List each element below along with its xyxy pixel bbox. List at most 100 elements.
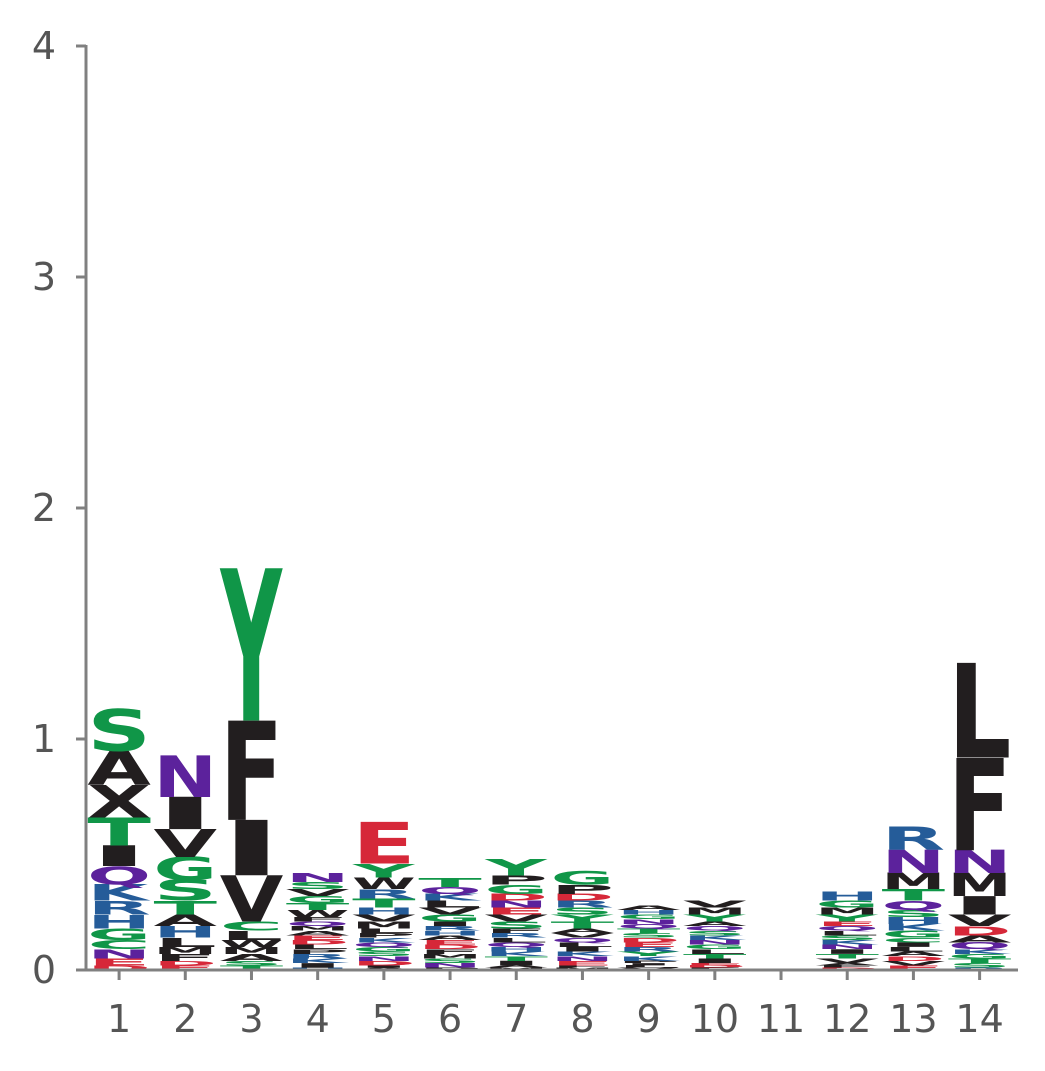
logo-letter-I: I (882, 941, 946, 948)
logo-letter-T: T (617, 927, 681, 934)
logo-letter-L: L (617, 965, 681, 969)
logo-letter-E: E (617, 941, 681, 948)
logo-letter-T: T (815, 953, 879, 960)
x-tick-label: 4 (306, 997, 330, 1041)
logo-letter-T: T (154, 897, 218, 919)
logo-letter-N: N (815, 943, 879, 950)
logo-stack-10: FDEITLGNKSQAYMV (683, 899, 748, 971)
logo-stack-12: DFAVTINKSLQEYMGH (815, 889, 880, 971)
logo-letter-T: T (551, 920, 615, 931)
logo-letter-F: F (154, 952, 218, 963)
logo-letter-N: N (87, 947, 151, 962)
logo-letter-R: R (87, 897, 151, 919)
logo-letter-V: V (882, 960, 946, 967)
logo-letter-I: I (286, 962, 350, 969)
logo-letter-A: A (87, 741, 151, 796)
logo-letter-K: K (617, 955, 680, 962)
logo-letter-N: N (948, 844, 1012, 881)
logo-letter-F: F (418, 948, 482, 955)
logo-letter-N: N (154, 744, 218, 810)
logo-letter-E: E (882, 964, 946, 971)
logo-letter-V: V (683, 899, 747, 910)
logo-letter-I: I (683, 957, 747, 964)
logo-letter-I: I (551, 946, 615, 953)
logo-letter-P: P (617, 960, 681, 964)
logo-letter-P: P (286, 948, 350, 955)
logo-stack-9: VLIPKYREDSTQNGHA (616, 904, 681, 971)
logo-letter-D: D (484, 892, 548, 903)
logo-letter-W: W (352, 875, 416, 893)
logo-letter-E: E (87, 957, 151, 968)
logo-letter-G: G (551, 867, 615, 889)
logo-letter-Q: Q (352, 941, 416, 948)
logo-letter-K: K (683, 934, 746, 941)
x-tick-label: 11 (757, 997, 805, 1041)
x-tick-label: 12 (823, 997, 871, 1041)
logo-letter-A: A (683, 920, 747, 927)
logo-letter-F: F (948, 734, 1012, 881)
logo-letter-H: H (352, 906, 416, 917)
logo-letter-L: L (418, 899, 482, 910)
logo-letter-I: I (418, 920, 482, 927)
logo-letter-K: K (418, 892, 481, 903)
logo-letter-N: N (551, 955, 615, 962)
logo-letter-A: A (948, 934, 1012, 945)
logo-letter-T: T (882, 886, 946, 904)
logo-letter-F: F (815, 965, 879, 969)
x-tick-label: 14 (955, 997, 1003, 1041)
x-tick-label: 7 (504, 997, 528, 1041)
logo-letter-I: I (220, 805, 284, 894)
logo-letter-Q: Q (551, 936, 615, 943)
logo-letter-H: H (87, 911, 151, 933)
logo-letter-S: S (815, 934, 879, 941)
logo-letter-I: I (484, 960, 548, 967)
logo-letter-Q: Q (484, 941, 548, 948)
logo-letter-Y: Y (616, 950, 681, 957)
logo-letter-D: D (286, 939, 350, 946)
logo-letter-G: G (286, 894, 350, 905)
logo-letter-Y: Y (484, 855, 548, 881)
logo-letter-I: I (617, 962, 681, 966)
logo-letter-K: K (948, 948, 1011, 955)
logo-letter-D: D (154, 960, 218, 967)
logo-letter-N: N (352, 955, 416, 962)
logo-letter-E: E (352, 811, 416, 877)
logo-letter-N: N (882, 844, 946, 881)
logo-letter-V: V (815, 957, 879, 964)
logo-letter-A: A (220, 952, 284, 963)
logo-letter-G: G (815, 899, 879, 910)
logo-letter-D: D (617, 936, 681, 943)
logo-letter-C: C (882, 937, 946, 944)
logo-stack-6: PNSMFDEAHRIGVLKQT (418, 875, 482, 971)
logo-letter-Y: Y (815, 913, 880, 924)
logo-letter-P: P (551, 882, 615, 897)
logo-stack-5: AIDNSGQKPLMVHTRWYE (352, 811, 417, 970)
logo-letter-A: A (617, 904, 681, 911)
logo-letter-S: S (683, 929, 747, 936)
logo-letter-Q: Q (815, 925, 879, 932)
logo-letter-S: S (87, 698, 151, 765)
logo-letter-M: M (418, 953, 482, 960)
logo-letter-S: S (352, 950, 416, 957)
logo-letter-N: N (683, 939, 747, 946)
x-tick-label: 13 (889, 997, 937, 1041)
logo-letter-A: A (286, 929, 350, 936)
logo-letter-H: H (154, 923, 218, 941)
logo-letter-I: I (352, 965, 416, 969)
logo-letter-M: M (352, 920, 416, 931)
logo-letter-S: S (286, 880, 350, 891)
logo-letter-A: A (815, 962, 879, 966)
logo-letter-H: H (617, 909, 681, 916)
logo-letter-H: H (484, 946, 548, 953)
logo-stack-7: MAITKHQLRFSVENDGPY (484, 855, 548, 971)
logo-letter-F: F (286, 916, 350, 923)
logo-letter-D: D (882, 955, 946, 962)
logo-letter-M: M (683, 906, 747, 917)
logo-letter-Y: Y (219, 527, 282, 771)
logo-letter-S: S (154, 875, 218, 908)
logo-letter-Y: Y (683, 913, 748, 924)
x-tick-label: 3 (239, 997, 263, 1041)
logo-letter-K: K (352, 936, 415, 943)
logo-letter-S: S (882, 908, 946, 919)
